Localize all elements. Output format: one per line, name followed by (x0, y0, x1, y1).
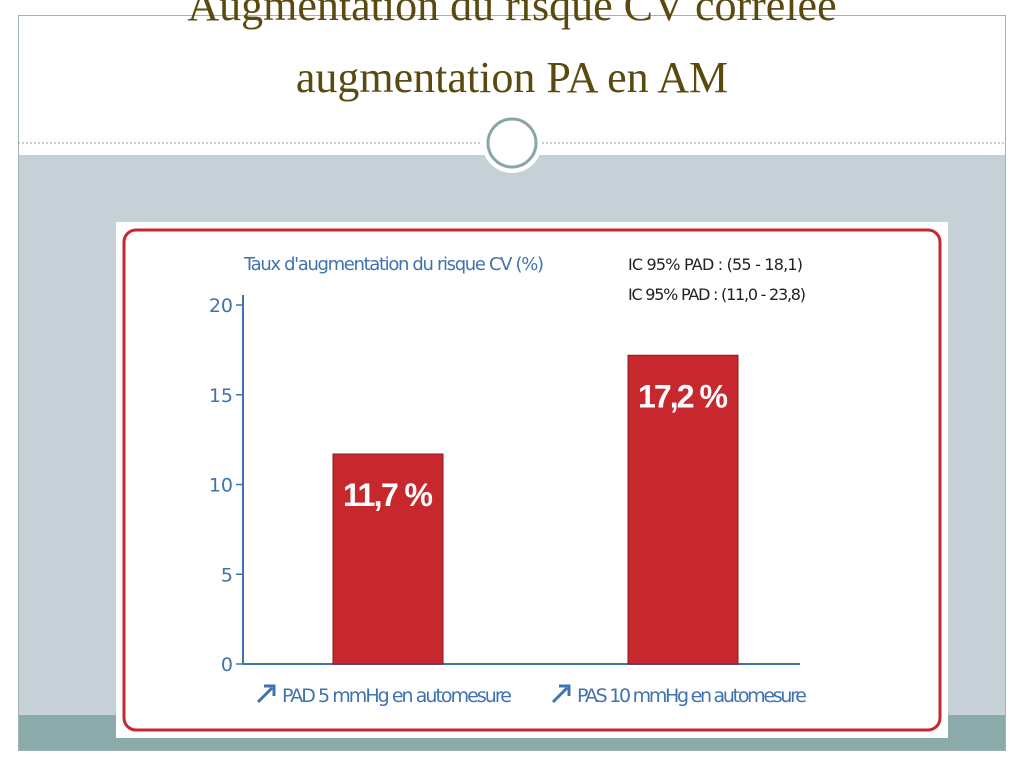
y-tick-label: 15 (209, 385, 233, 407)
divider-ring (486, 117, 538, 169)
x-tick-label: PAD 5 mmHg en automesure (282, 685, 512, 707)
y-tick-label: 5 (221, 564, 233, 586)
slide-title-line: augmentation PA en AM (296, 53, 728, 102)
bar (332, 453, 444, 665)
arrow-icon (256, 684, 276, 704)
bar (627, 354, 739, 665)
y-tick-label: 10 (209, 475, 233, 497)
y-tick-label: 0 (221, 654, 233, 676)
slide-title-line: Augmentation du risque CV corrélée (187, 0, 836, 30)
value-label: 11,7 % (343, 477, 433, 513)
y-tick-label: 20 (209, 295, 233, 317)
annotation: IC 95% PAD : (11,0 - 23,8) (628, 285, 806, 304)
slide-frame (18, 15, 1006, 751)
x-tick-label: PAS 10 mmHg en automesure (577, 685, 807, 707)
arrow-icon (551, 684, 571, 704)
chart-title: Taux d'augmentation du risque CV (%) (243, 254, 544, 275)
value-label: 17,2 % (638, 378, 728, 414)
annotation: IC 95% PAD : (55 - 18,1) (628, 255, 803, 274)
chart-frame (122, 228, 942, 732)
